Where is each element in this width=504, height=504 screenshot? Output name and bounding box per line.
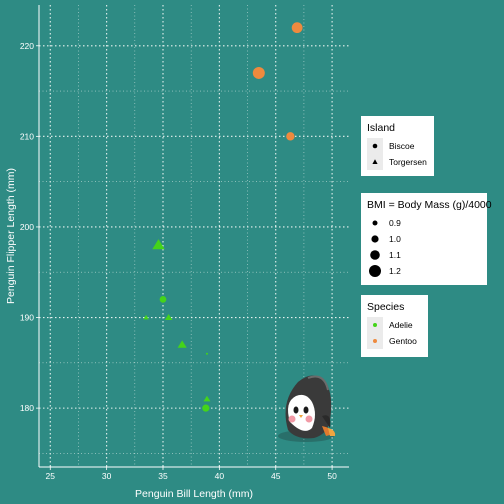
species-legend: Species Adelie Gentoo — [361, 295, 428, 357]
bmi-legend-label: 0.9 — [389, 218, 401, 228]
triangle-key-icon — [367, 154, 383, 170]
gentoo-color-key-icon — [367, 333, 383, 349]
y-tick-label: 180 — [20, 403, 34, 413]
x-tick-label: 50 — [327, 471, 337, 481]
data-point-circle — [286, 132, 295, 141]
data-point-triangle — [143, 314, 149, 320]
data-point-triangle — [203, 395, 211, 402]
y-axis-title: Penguin Flipper Length (mm) — [5, 168, 17, 304]
y-tick-label: 200 — [20, 222, 34, 232]
data-point-triangle — [177, 340, 187, 348]
data-point-circle — [291, 22, 303, 34]
data-point-circle — [202, 404, 210, 412]
island-legend: Island Biscoe Torgersen — [361, 116, 434, 176]
bmi-legend-label: 1.1 — [389, 250, 401, 260]
species-legend-item-adelie: Adelie — [367, 317, 422, 333]
size-key-icon — [367, 247, 383, 263]
size-key-icon — [367, 215, 383, 231]
x-tick-label: 35 — [158, 471, 168, 481]
size-key-icon — [367, 263, 383, 279]
y-tick-label: 190 — [20, 313, 34, 323]
species-legend-title: Species — [367, 301, 405, 313]
data-point-circle — [159, 296, 167, 303]
circle-key-icon — [367, 138, 383, 154]
y-tick-label: 220 — [20, 41, 34, 51]
data-point-triangle — [152, 239, 165, 250]
bmi-legend-item: 1.0 — [367, 231, 481, 247]
size-key-icon — [367, 231, 383, 247]
island-legend-title: Island — [367, 122, 396, 134]
x-axis-title: Penguin Bill Length (mm) — [135, 488, 253, 500]
bmi-legend-title: BMI = Body Mass (g)/4000 — [367, 199, 492, 211]
species-legend-item-gentoo: Gentoo — [367, 333, 422, 349]
x-tick-label: 30 — [102, 471, 112, 481]
data-point-circle — [205, 352, 208, 355]
data-point-triangle — [164, 313, 173, 321]
adelie-color-key-icon — [367, 317, 383, 333]
bmi-legend-item: 0.9 — [367, 215, 481, 231]
island-legend-label: Torgersen — [389, 157, 427, 167]
x-tick-label: 40 — [215, 471, 225, 481]
species-legend-label: Gentoo — [389, 336, 417, 346]
bmi-legend-label: 1.2 — [389, 266, 401, 276]
species-legend-label: Adelie — [389, 320, 413, 330]
penguin-mascot-icon — [278, 375, 336, 442]
data-point-circle — [252, 66, 265, 79]
bmi-legend: BMI = Body Mass (g)/4000 0.9 1.0 1.1 1.2 — [361, 193, 492, 285]
bmi-legend-item: 1.2 — [367, 263, 481, 279]
x-tick-label: 25 — [46, 471, 56, 481]
bmi-legend-label: 1.0 — [389, 234, 401, 244]
island-legend-label: Biscoe — [389, 141, 415, 151]
x-tick-label: 45 — [271, 471, 281, 481]
y-tick-label: 210 — [20, 131, 34, 141]
island-legend-item-torgersen: Torgersen — [367, 154, 428, 170]
island-legend-item-biscoe: Biscoe — [367, 138, 428, 154]
bmi-legend-item: 1.1 — [367, 247, 481, 263]
